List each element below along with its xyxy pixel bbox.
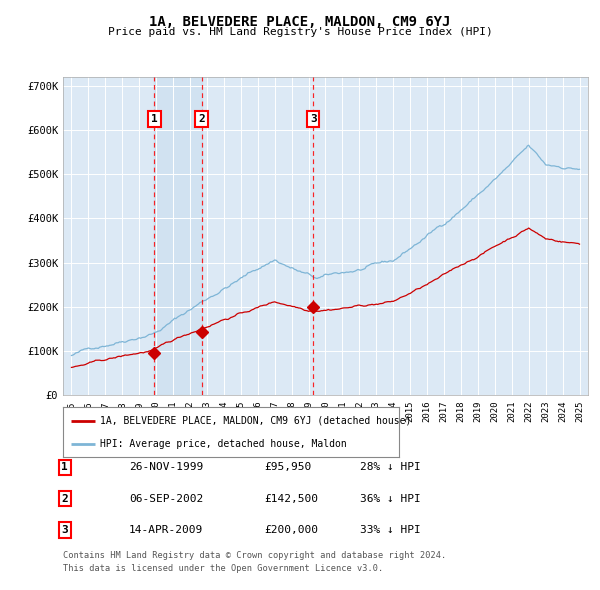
Text: 28% ↓ HPI: 28% ↓ HPI bbox=[360, 463, 421, 472]
Text: 36% ↓ HPI: 36% ↓ HPI bbox=[360, 494, 421, 503]
Bar bbox=[154, 77, 202, 395]
Text: 3: 3 bbox=[310, 114, 317, 124]
Text: Contains HM Land Registry data © Crown copyright and database right 2024.: Contains HM Land Registry data © Crown c… bbox=[63, 552, 446, 560]
Text: 2: 2 bbox=[198, 114, 205, 124]
Text: 14-APR-2009: 14-APR-2009 bbox=[129, 525, 203, 535]
Text: Price paid vs. HM Land Registry's House Price Index (HPI): Price paid vs. HM Land Registry's House … bbox=[107, 27, 493, 37]
Text: £200,000: £200,000 bbox=[264, 525, 318, 535]
Text: HPI: Average price, detached house, Maldon: HPI: Average price, detached house, Mald… bbox=[100, 439, 347, 449]
Text: 1: 1 bbox=[151, 114, 158, 124]
Text: 2: 2 bbox=[61, 494, 68, 503]
Text: This data is licensed under the Open Government Licence v3.0.: This data is licensed under the Open Gov… bbox=[63, 565, 383, 573]
Text: £142,500: £142,500 bbox=[264, 494, 318, 503]
Text: 33% ↓ HPI: 33% ↓ HPI bbox=[360, 525, 421, 535]
Text: 1: 1 bbox=[61, 463, 68, 472]
Text: £95,950: £95,950 bbox=[264, 463, 311, 472]
Text: 1A, BELVEDERE PLACE, MALDON, CM9 6YJ: 1A, BELVEDERE PLACE, MALDON, CM9 6YJ bbox=[149, 15, 451, 29]
Text: 06-SEP-2002: 06-SEP-2002 bbox=[129, 494, 203, 503]
Text: 26-NOV-1999: 26-NOV-1999 bbox=[129, 463, 203, 472]
Text: 1A, BELVEDERE PLACE, MALDON, CM9 6YJ (detached house): 1A, BELVEDERE PLACE, MALDON, CM9 6YJ (de… bbox=[100, 415, 412, 425]
Text: 3: 3 bbox=[61, 525, 68, 535]
